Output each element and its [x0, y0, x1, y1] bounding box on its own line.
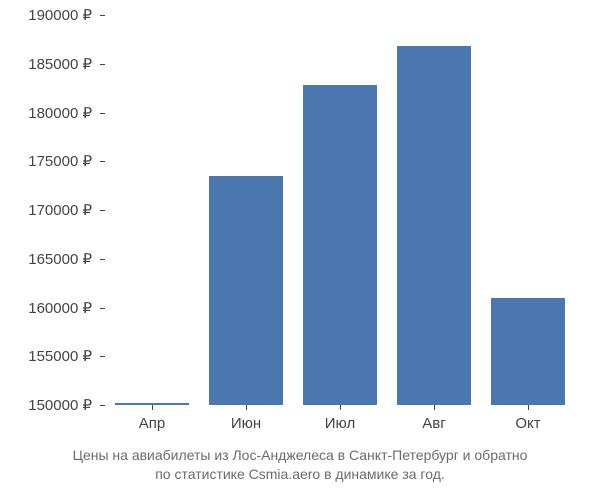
x-tick-mark — [152, 405, 153, 410]
y-tick-mark — [100, 259, 105, 260]
y-tick-mark — [100, 113, 105, 114]
x-tick-mark — [528, 405, 529, 410]
bar — [397, 46, 470, 405]
y-tick-label: 175000 ₽ — [28, 152, 92, 170]
bar — [303, 85, 376, 405]
caption-line2: по статистике Csmia.aero в динамике за г… — [155, 466, 445, 482]
chart-caption: Цены на авиабилеты из Лос-Анджелеса в Са… — [0, 446, 600, 485]
y-tick-label: 190000 ₽ — [28, 6, 92, 24]
y-tick-mark — [100, 15, 105, 16]
caption-line1: Цены на авиабилеты из Лос-Анджелеса в Са… — [73, 447, 528, 463]
bar — [491, 298, 564, 405]
y-tick-label: 185000 ₽ — [28, 55, 92, 73]
x-tick-mark — [246, 405, 247, 410]
x-tick-label: Апр — [139, 415, 165, 432]
y-tick-mark — [100, 64, 105, 65]
y-tick-label: 150000 ₽ — [28, 396, 92, 414]
x-axis: Апр Июн Июл Авг Окт — [105, 410, 575, 440]
y-tick-label: 160000 ₽ — [28, 299, 92, 317]
x-tick-label: Авг — [422, 415, 445, 432]
x-tick-mark — [434, 405, 435, 410]
chart-container: 150000 ₽ 155000 ₽ 160000 ₽ 165000 ₽ 170000 ₽… — [0, 0, 600, 500]
y-tick-mark — [100, 308, 105, 309]
x-tick-label: Окт — [515, 415, 540, 432]
y-axis: 150000 ₽155000 ₽160000 ₽165000 ₽170000 ₽… — [0, 15, 100, 405]
y-tick-mark — [100, 356, 105, 357]
y-tick-label: 155000 ₽ — [28, 347, 92, 365]
y-tick-label: 180000 ₽ — [28, 104, 92, 122]
x-tick-label: Июн — [231, 415, 261, 432]
y-tick-label: 165000 ₽ — [28, 250, 92, 268]
plot-area — [105, 15, 575, 405]
y-tick-mark — [100, 210, 105, 211]
x-tick-mark — [340, 405, 341, 410]
x-tick-label: Июл — [325, 415, 355, 432]
y-tick-mark — [100, 405, 105, 406]
bar — [209, 176, 282, 405]
y-tick-mark — [100, 161, 105, 162]
y-tick-label: 170000 ₽ — [28, 201, 92, 219]
